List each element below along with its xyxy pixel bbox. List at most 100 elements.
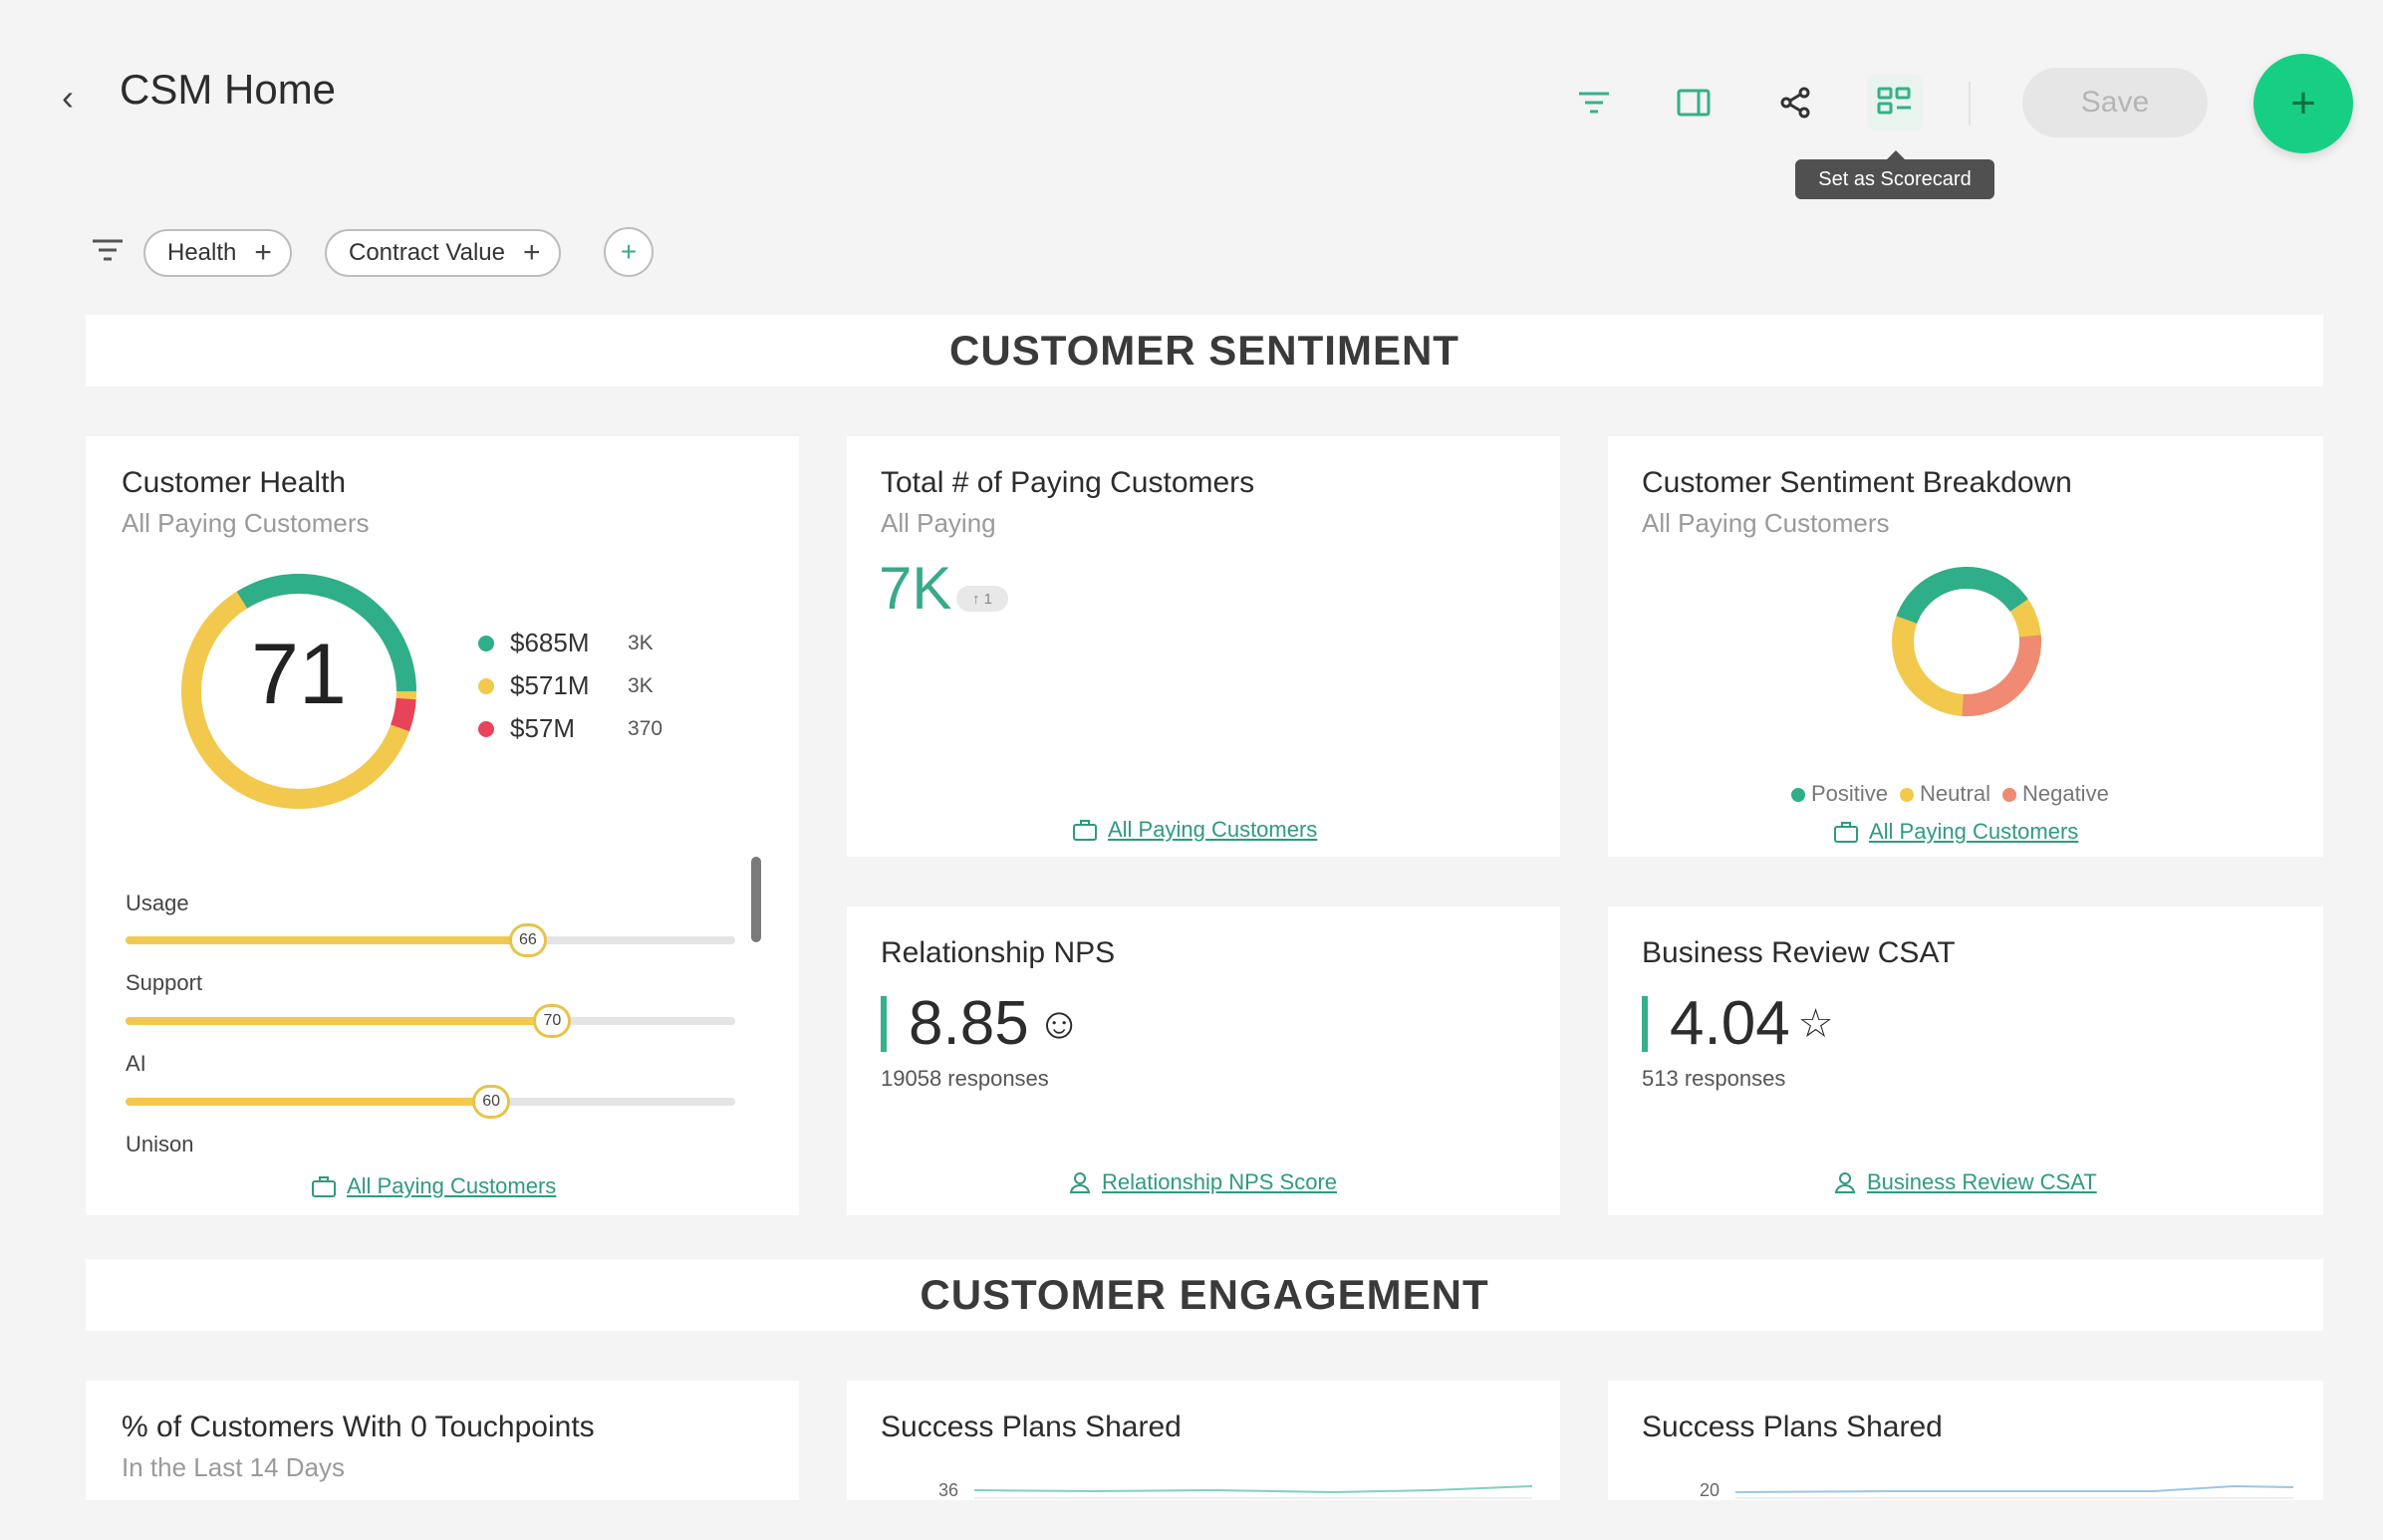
legend-item-neutral: Neutral xyxy=(1900,781,1990,807)
filter-icon[interactable] xyxy=(1566,75,1622,130)
business-review-csat-link[interactable]: Business Review CSAT xyxy=(1833,1169,2097,1195)
card-subtitle: All Paying Customers xyxy=(1642,508,1890,538)
page-title: CSM Home xyxy=(120,66,337,113)
relationship-nps-card: Relationship NPS 8.85 ☺ 19058 responses … xyxy=(847,906,1560,1215)
line-chart-preview xyxy=(1735,1484,2293,1499)
chip-label: Health xyxy=(167,239,237,266)
measure-label-usage: Usage xyxy=(126,891,189,915)
health-score: 71 xyxy=(251,627,347,722)
filter-lines-icon[interactable] xyxy=(90,235,130,271)
share-icon[interactable] xyxy=(1767,75,1823,130)
legend-count: 370 xyxy=(628,716,663,740)
link-text: All Paying Customers xyxy=(1108,817,1318,842)
response-count: 513 responses xyxy=(1642,1066,1786,1091)
paying-customers-card: Total # of Paying Customers All Paying 7… xyxy=(847,436,1560,857)
accent-bar xyxy=(1642,995,1648,1052)
add-filter-button[interactable]: + xyxy=(604,227,654,277)
plus-icon[interactable]: + xyxy=(254,236,272,269)
card-title: Customer Sentiment Breakdown xyxy=(1642,466,2072,499)
axis-tick-label: 20 xyxy=(1700,1480,1721,1500)
plus-icon[interactable]: + xyxy=(522,236,541,269)
card-subtitle: All Paying xyxy=(881,508,996,538)
success-plans-card-2: Success Plans Shared 20 xyxy=(1608,1381,2323,1500)
measure-label-unison: Unison xyxy=(126,1132,194,1156)
donut-segment-negative xyxy=(1892,567,2041,716)
all-paying-customers-link[interactable]: All Paying Customers xyxy=(311,1173,556,1199)
link-text: All Paying Customers xyxy=(347,1173,557,1198)
scorecard-tooltip: Set as Scorecard xyxy=(1795,150,1994,199)
health-donut-chart xyxy=(181,574,416,809)
nps-value: 8.85 xyxy=(909,989,1029,1058)
usage-bar: 66 xyxy=(126,923,735,957)
support-bar-knob: 70 xyxy=(533,1004,572,1038)
scorecard-icon[interactable] xyxy=(1867,75,1923,130)
user-icon xyxy=(1834,1172,1856,1193)
filter-chip-health[interactable]: Health + xyxy=(143,229,292,277)
touchpoints-card: % of Customers With 0 Touchpoints In the… xyxy=(86,1381,799,1500)
nps-value-row: 8.85 ☺ xyxy=(881,988,1082,1059)
save-button[interactable]: Save xyxy=(2022,68,2208,137)
link-text: Business Review CSAT xyxy=(1867,1169,2097,1194)
legend-item: $571M 3K xyxy=(478,670,654,701)
page-header: ‹ CSM Home Save + Set as Scorecard xyxy=(0,0,2383,199)
card-subtitle: All Paying Customers xyxy=(122,508,370,538)
chip-label: Contract Value xyxy=(349,239,505,266)
csat-value: 4.04 xyxy=(1670,989,1790,1058)
card-title: % of Customers With 0 Touchpoints xyxy=(122,1411,595,1443)
briefcase-icon xyxy=(1073,820,1097,841)
success-plans-card: Success Plans Shared 36 xyxy=(847,1381,1560,1500)
back-chevron-icon[interactable]: ‹ xyxy=(62,77,74,118)
panel-icon[interactable] xyxy=(1666,75,1721,130)
briefcase-icon xyxy=(1834,822,1858,843)
paying-customers-value: 7K xyxy=(879,555,952,622)
measure-label-support: Support xyxy=(126,970,203,995)
scrollbar[interactable] xyxy=(751,857,761,942)
legend-dot xyxy=(478,635,494,651)
card-subtitle: In the Last 14 Days xyxy=(122,1452,346,1482)
star-icon: ☆ xyxy=(1797,1001,1834,1046)
smiley-icon: ☺ xyxy=(1036,998,1082,1048)
link-text: All Paying Customers xyxy=(1869,819,2079,844)
sentiment-breakdown-card: Customer Sentiment Breakdown All Paying … xyxy=(1608,436,2323,857)
section-header-sentiment: CUSTOMER SENTIMENT xyxy=(86,315,2323,386)
user-icon xyxy=(1069,1172,1091,1193)
card-title: Relationship NPS xyxy=(881,936,1116,969)
legend-count: 3K xyxy=(628,631,654,654)
filter-chip-contract-value[interactable]: Contract Value + xyxy=(325,229,561,277)
customer-health-card: Customer Health All Paying Customers 71 … xyxy=(86,436,799,1215)
legend-dot xyxy=(478,677,494,694)
csat-value-row: 4.04 ☆ xyxy=(1642,988,1834,1059)
legend-item: $57M 370 xyxy=(478,713,662,744)
usage-bar-fill xyxy=(126,936,528,944)
link-text: Relationship NPS Score xyxy=(1102,1169,1338,1194)
legend-count: 3K xyxy=(628,673,654,697)
legend-item-negative: Negative xyxy=(2001,781,2109,807)
legend-value: $57M xyxy=(510,713,576,743)
card-title: Customer Health xyxy=(122,466,347,499)
support-bar: 70 xyxy=(126,1004,735,1038)
add-widget-button[interactable]: + xyxy=(2253,54,2353,153)
legend-item-positive: Positive xyxy=(1791,781,1888,807)
line-chart-preview xyxy=(974,1485,1532,1499)
axis-tick-label: 36 xyxy=(938,1480,959,1500)
card-title: Total # of Paying Customers xyxy=(881,466,1255,499)
toolbar-divider xyxy=(1969,82,1971,126)
usage-bar-knob: 66 xyxy=(508,923,547,957)
briefcase-icon xyxy=(312,1176,336,1197)
legend-dot xyxy=(478,720,494,737)
measure-label-ai: AI xyxy=(126,1051,146,1076)
sentiment-legend: Positive Neutral Negative xyxy=(1791,781,2109,807)
all-paying-customers-link[interactable]: All Paying Customers xyxy=(1072,817,1317,843)
card-title: Business Review CSAT xyxy=(1642,936,1956,969)
relationship-nps-link[interactable]: Relationship NPS Score xyxy=(1068,1169,1337,1195)
legend-item: $685M 3K xyxy=(478,628,654,658)
response-count: 19058 responses xyxy=(881,1066,1049,1091)
support-bar-fill xyxy=(126,1017,553,1025)
card-title: Success Plans Shared xyxy=(1642,1411,1943,1443)
card-title: Success Plans Shared xyxy=(881,1411,1182,1443)
donut-segment-green xyxy=(181,574,416,809)
legend-value: $685M xyxy=(510,628,590,657)
trend-badge: ↑ 1 xyxy=(956,586,1008,612)
all-paying-customers-link[interactable]: All Paying Customers xyxy=(1833,819,2078,845)
ai-bar: 60 xyxy=(126,1085,735,1119)
